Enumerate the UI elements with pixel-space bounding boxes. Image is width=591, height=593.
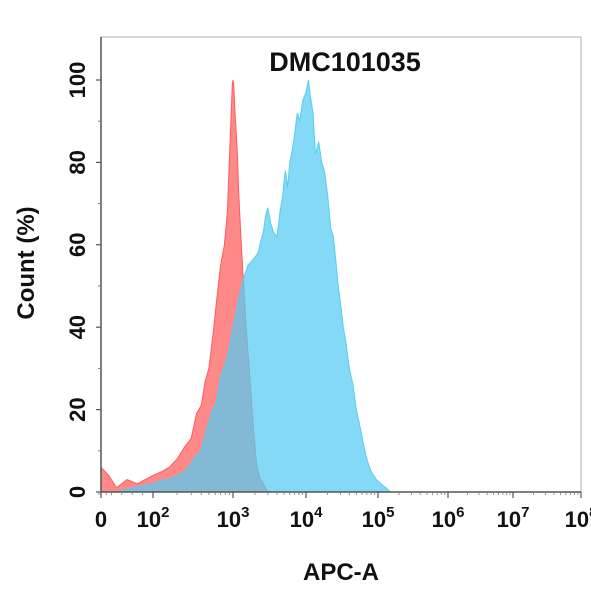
y-axis-title: Count (%) [13, 206, 40, 319]
ticks-layer: 0 20 40 60 80 100 0 102 103 104 105 106 107 108 [65, 62, 591, 532]
histogram-series-2 [101, 79, 392, 493]
x-tick-label: 103 [217, 504, 250, 532]
x-tick-label: 106 [432, 504, 465, 532]
axes-layer [100, 37, 581, 493]
y-tick-label: 100 [65, 62, 90, 99]
y-tick-label: 60 [65, 233, 90, 257]
x-tick-label: 102 [137, 504, 170, 532]
y-tick-label: 20 [65, 397, 90, 421]
series-layer [100, 79, 392, 493]
x-tick-label: 108 [565, 504, 591, 532]
x-axis-title: APC-A [303, 559, 379, 586]
x-tick-label: 0 [95, 507, 107, 532]
chart-title: DMC101035 [269, 47, 421, 77]
x-tick-label: 107 [497, 504, 530, 532]
y-tick-label: 40 [65, 315, 90, 339]
y-tick-label: 80 [65, 150, 90, 174]
x-tick-label: 104 [290, 504, 323, 532]
x-tick-label: 105 [362, 504, 395, 532]
y-tick-label: 0 [65, 486, 90, 498]
